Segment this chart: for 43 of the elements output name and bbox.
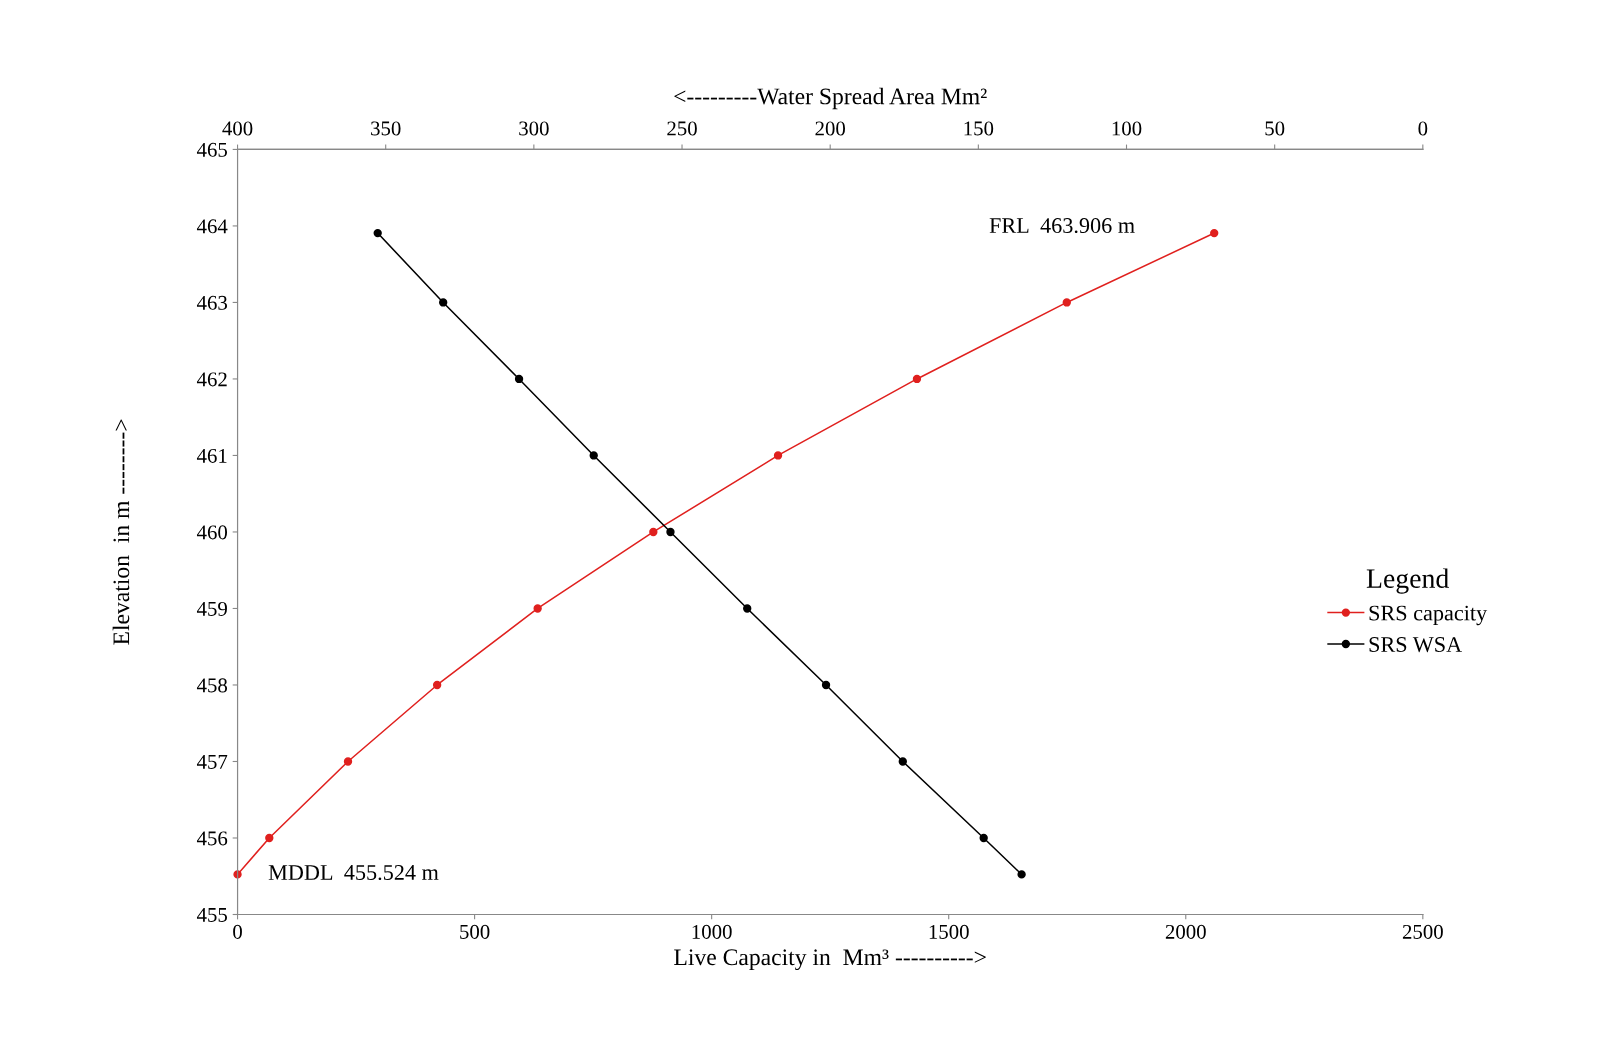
- x2-tick-label: 350: [371, 121, 401, 136]
- x2-tick-label: 200: [815, 121, 846, 136]
- x-tick-label: 2000: [1165, 924, 1206, 939]
- point: [265, 833, 274, 843]
- y-tick-label: 465: [196, 142, 227, 157]
- x2-tick-label: 250: [667, 121, 697, 136]
- y-tick-label: 455: [196, 908, 227, 922]
- y-tick-label: 457: [196, 755, 228, 769]
- point: [912, 374, 922, 384]
- y-tick-label: 463: [196, 295, 227, 310]
- y-tick-label: 462: [196, 372, 227, 387]
- legend-label: SRS WSA: [1369, 637, 1462, 653]
- y-tick-label: 461: [196, 448, 227, 463]
- point: [343, 757, 353, 766]
- x-axis-title: Live Capacity in Mm³ ---------->: [674, 949, 986, 971]
- point: [533, 604, 542, 613]
- legend-title: Legend: [1366, 568, 1449, 594]
- y-tick-label: 456: [196, 831, 228, 846]
- point: [773, 451, 783, 460]
- x-tick-label: 500: [460, 924, 490, 939]
- y-tick-label: 458: [196, 678, 228, 693]
- x2-tick-label: 150: [964, 121, 994, 136]
- point: [432, 680, 442, 690]
- legend-label: SRS capacity: [1369, 605, 1488, 626]
- y-axis-title: Elevation in m -------->: [112, 419, 130, 645]
- y-tick-label: 464: [196, 219, 228, 234]
- x-tick-label: 1000: [692, 924, 732, 939]
- x-tick-label: 0: [233, 924, 242, 939]
- annotation: FRL 463.906 m: [989, 218, 1135, 234]
- y-tick-label: 460: [196, 525, 228, 540]
- x2-tick-label: 400: [222, 121, 253, 136]
- point: [1210, 228, 1219, 238]
- x2-tick-label: 0: [1418, 121, 1428, 136]
- point: [1062, 298, 1071, 307]
- x2-tick-label: 300: [519, 121, 549, 136]
- point: [649, 527, 658, 537]
- x-tick-label: 1500: [929, 924, 969, 939]
- x2-tick-label: 50: [1265, 121, 1285, 136]
- x2-tick-label: 100: [1112, 121, 1142, 136]
- y-tick-label: 459: [196, 601, 227, 616]
- annotation: MDDL 455.524 m: [268, 865, 439, 881]
- x-tick-label: 2500: [1402, 924, 1443, 939]
- x2-axis-title: <---------Water Spread Area Mm²: [674, 87, 987, 110]
